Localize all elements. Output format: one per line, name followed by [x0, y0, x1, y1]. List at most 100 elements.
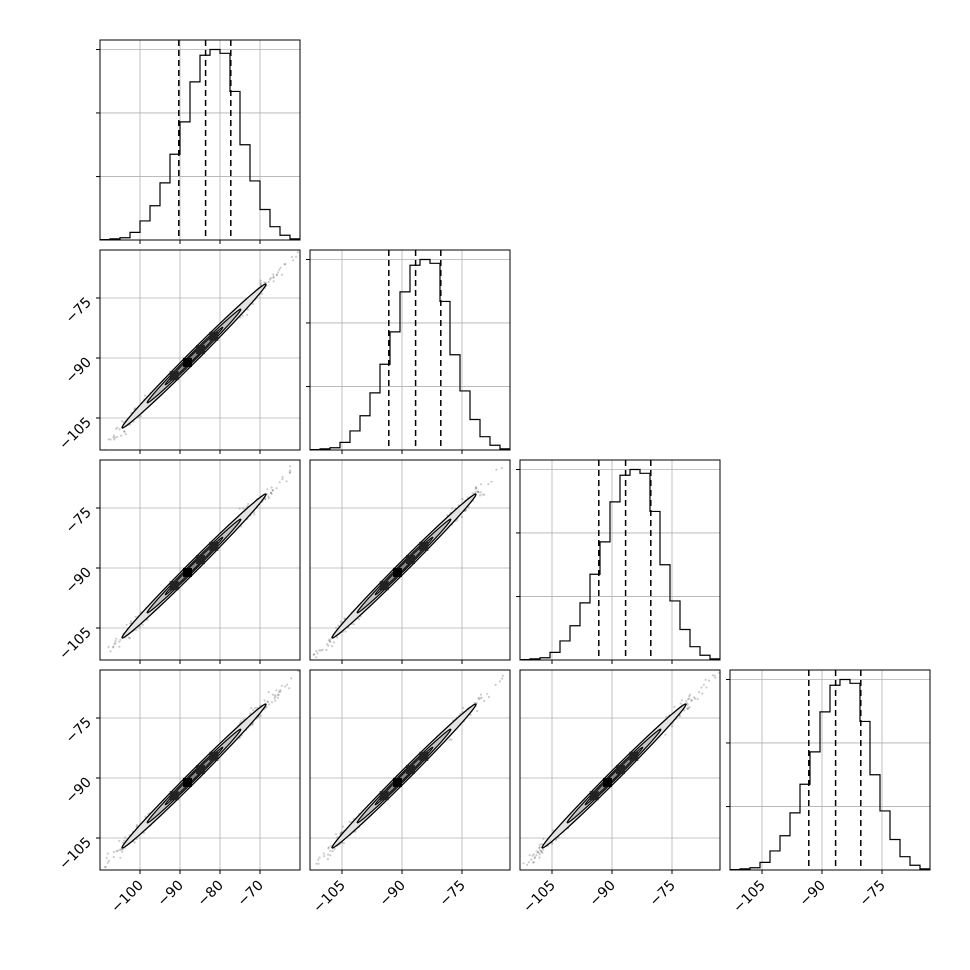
- scatter-point: [333, 847, 336, 851]
- scatter-point: [270, 491, 273, 494]
- scatter-point: [331, 850, 334, 853]
- scatter-point: [714, 676, 717, 679]
- scatter-point: [683, 709, 686, 712]
- scatter-point: [289, 471, 292, 474]
- y-tick-label: −75: [63, 715, 95, 747]
- scatter-point: [319, 649, 322, 652]
- scatter-point: [327, 847, 330, 850]
- scatter-point: [91, 875, 93, 877]
- scatter-point: [268, 703, 271, 706]
- scatter-point: [116, 849, 119, 852]
- scatter-point: [251, 302, 255, 306]
- scatter-point: [550, 842, 554, 845]
- scatter-point: [280, 273, 284, 276]
- scatter-point: [267, 281, 270, 284]
- scatter-point: [98, 870, 100, 872]
- scatter-point: [120, 434, 123, 437]
- scatter-point: [540, 849, 543, 853]
- scatter-point: [686, 702, 689, 705]
- x-tick-label: −90: [797, 878, 829, 910]
- scatter-point: [112, 646, 115, 649]
- scatter-point: [320, 440, 322, 442]
- scatter-point: [284, 263, 287, 266]
- scatter-point: [123, 430, 126, 433]
- panel-frame: [99, 249, 301, 451]
- scatter-point: [105, 856, 108, 860]
- scatter-point: [133, 407, 137, 410]
- scatter-point: [113, 438, 116, 441]
- scatter-point: [537, 851, 540, 854]
- scatter-point: [554, 838, 558, 842]
- scatter-point: [474, 491, 477, 494]
- scatter-point: [705, 686, 708, 689]
- scatter-point: [68, 477, 70, 479]
- scatter-point: [281, 476, 284, 479]
- scatter-point: [690, 699, 693, 702]
- scatter-point: [334, 833, 337, 836]
- x-tick-label: −80: [195, 878, 227, 910]
- scatter-point: [114, 639, 117, 643]
- scatter-point: [479, 491, 482, 494]
- y-tick-label: −90: [63, 355, 95, 387]
- scatter-point: [530, 858, 533, 861]
- y-tick-label: −105: [56, 415, 95, 454]
- scatter-point: [318, 856, 321, 859]
- scatter-point: [259, 714, 262, 717]
- scatter-point: [315, 656, 318, 659]
- scatter-point: [680, 699, 684, 702]
- scatter-point: [328, 640, 331, 643]
- scatter-point: [288, 687, 291, 690]
- density-cell: [393, 567, 403, 577]
- scatter-point: [690, 699, 693, 702]
- scatter-point: [270, 492, 273, 495]
- panel-frame: [309, 459, 511, 661]
- scatter-point: [327, 639, 330, 642]
- panel-frame: [309, 249, 511, 451]
- scatter-point: [269, 277, 272, 280]
- scatter-point: [266, 488, 269, 491]
- scatter-point: [123, 430, 126, 433]
- x-tick-label: −75: [647, 878, 679, 910]
- scatter-point: [469, 713, 472, 717]
- scatter-point: [279, 266, 282, 269]
- scatter-point: [528, 854, 531, 857]
- scatter-point: [479, 483, 483, 486]
- panel-frame: [519, 669, 721, 871]
- scatter-point: [542, 837, 545, 840]
- scatter-point: [83, 880, 85, 882]
- y-tick-label: −105: [56, 625, 95, 664]
- histogram-panel-2: [516, 459, 721, 664]
- scatter-point: [129, 622, 132, 625]
- scatter-point: [238, 507, 241, 510]
- scatter-point: [290, 255, 294, 259]
- scatter-point: [292, 259, 295, 262]
- density-cell: [419, 751, 429, 761]
- density-cell: [209, 751, 219, 761]
- scatter-point: [283, 263, 286, 266]
- scatter-point: [317, 862, 320, 865]
- scatter-point: [144, 394, 147, 397]
- density-cell: [169, 371, 179, 381]
- scatter-point: [242, 507, 245, 510]
- scatter-point: [312, 653, 316, 656]
- scatter-point: [138, 625, 142, 628]
- scatter-point: [329, 849, 332, 852]
- scatter-point: [532, 853, 536, 856]
- scatter-point: [337, 624, 340, 627]
- scatter-point: [276, 693, 280, 696]
- scatter-point: [119, 638, 122, 642]
- scatter-point: [253, 513, 256, 516]
- scatter-point: [352, 623, 355, 626]
- scatter-point: [538, 846, 541, 850]
- scatter-panel-3-0: −105−90−75−100 −90 −80 −70: [56, 669, 301, 916]
- scatter-point: [246, 308, 249, 311]
- scatter-point: [697, 691, 701, 694]
- scatter-point: [354, 830, 357, 833]
- scatter-point: [288, 471, 291, 474]
- scatter-point: [318, 649, 321, 652]
- scatter-point: [263, 699, 266, 702]
- scatter-point: [483, 493, 486, 496]
- scatter-point: [540, 850, 543, 854]
- scatter-panel-3-2: −105 −90 −75: [519, 669, 721, 916]
- density-cell: [195, 345, 205, 355]
